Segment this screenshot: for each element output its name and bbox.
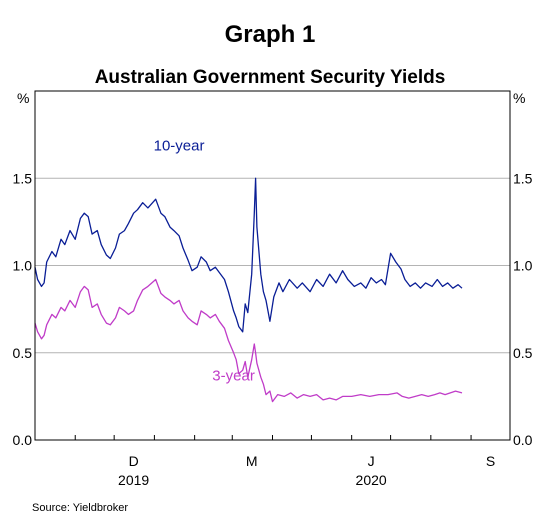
plot-frame — [34, 90, 511, 441]
y-unit-right: % — [513, 90, 525, 106]
x-year-label: 2019 — [118, 472, 149, 488]
source-note: Source: Yieldbroker — [32, 502, 128, 514]
y-tick-label-left: 1.5 — [13, 170, 33, 186]
x-tick-label: S — [486, 453, 495, 469]
chart-title: Australian Government Security Yields — [95, 67, 446, 88]
y-tick-label-left: 0.0 — [13, 432, 33, 448]
y-tick-label-right: 1.0 — [513, 258, 533, 274]
y-tick-label-right: 1.5 — [513, 170, 533, 186]
series-label-3-year: 3-year — [212, 368, 255, 385]
y-axis-ticks: 0.0 0.0 0.5 0.5 1.0 1.0 1.5 1.5 — [13, 170, 533, 448]
y-tick-label-right: 0.0 — [513, 432, 533, 448]
series-label-10-year: 10-year — [154, 137, 205, 154]
x-tick-label: J — [368, 453, 375, 469]
graph-label: Graph 1 — [225, 21, 316, 48]
x-tick-label: D — [129, 453, 139, 469]
x-year-label: 2020 — [356, 472, 387, 488]
y-tick-label-left: 0.5 — [13, 345, 33, 361]
x-tick-label: M — [246, 453, 258, 469]
series-lines: 10-year 3-year — [34, 137, 463, 403]
series-line-10-year — [34, 177, 463, 333]
y-tick-label-left: 1.0 — [13, 258, 33, 274]
y-unit-left: % — [17, 90, 29, 106]
series-line-3-year — [34, 278, 463, 403]
gridlines — [35, 177, 510, 354]
y-tick-label-right: 0.5 — [513, 345, 533, 361]
x-axis-ticks: D M J S 2019 2020 — [74, 435, 495, 488]
